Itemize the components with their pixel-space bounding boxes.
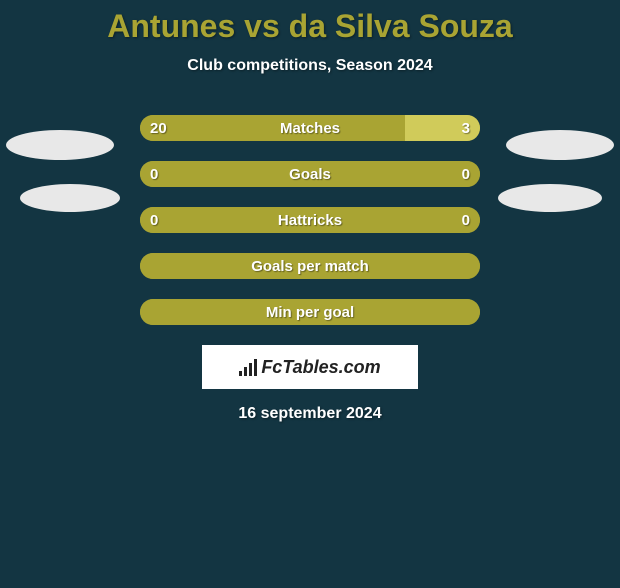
stat-bar: Min per goal bbox=[140, 299, 480, 325]
stat-label: Matches bbox=[140, 115, 480, 141]
stat-label: Goals bbox=[140, 161, 480, 187]
stat-bar: Goals per match bbox=[140, 253, 480, 279]
stat-bar: Hattricks bbox=[140, 207, 480, 233]
stat-bar: Goals bbox=[140, 161, 480, 187]
chart-icon bbox=[239, 358, 257, 376]
stat-value-right: 0 bbox=[462, 207, 470, 233]
stat-value-left: 0 bbox=[150, 207, 158, 233]
stat-value-right: 0 bbox=[462, 161, 470, 187]
stat-row: Goals per match bbox=[0, 253, 620, 279]
stat-value-left: 20 bbox=[150, 115, 167, 141]
stat-label: Min per goal bbox=[140, 299, 480, 325]
stat-bar: Matches bbox=[140, 115, 480, 141]
player-photo-ellipse bbox=[6, 130, 114, 160]
date-text: 16 september 2024 bbox=[0, 405, 620, 423]
stat-row: Goals0 0 bbox=[0, 161, 620, 187]
subtitle: Club competitions, Season 2024 bbox=[0, 57, 620, 75]
stat-row: Min per goal bbox=[0, 299, 620, 325]
stat-value-left: 0 bbox=[150, 161, 158, 187]
page-title: Antunes vs da Silva Souza bbox=[0, 8, 620, 45]
player-photo-ellipse bbox=[20, 184, 120, 212]
stat-label: Hattricks bbox=[140, 207, 480, 233]
logo-label: FcTables.com bbox=[261, 357, 380, 378]
stat-row: Hattricks0 0 bbox=[0, 207, 620, 233]
stat-label: Goals per match bbox=[140, 253, 480, 279]
stat-value-right: 3 bbox=[462, 115, 470, 141]
player-photo-ellipse bbox=[506, 130, 614, 160]
site-logo: FcTables.com bbox=[239, 357, 380, 378]
player-photo-ellipse bbox=[498, 184, 602, 212]
logo-box: FcTables.com bbox=[202, 345, 418, 389]
